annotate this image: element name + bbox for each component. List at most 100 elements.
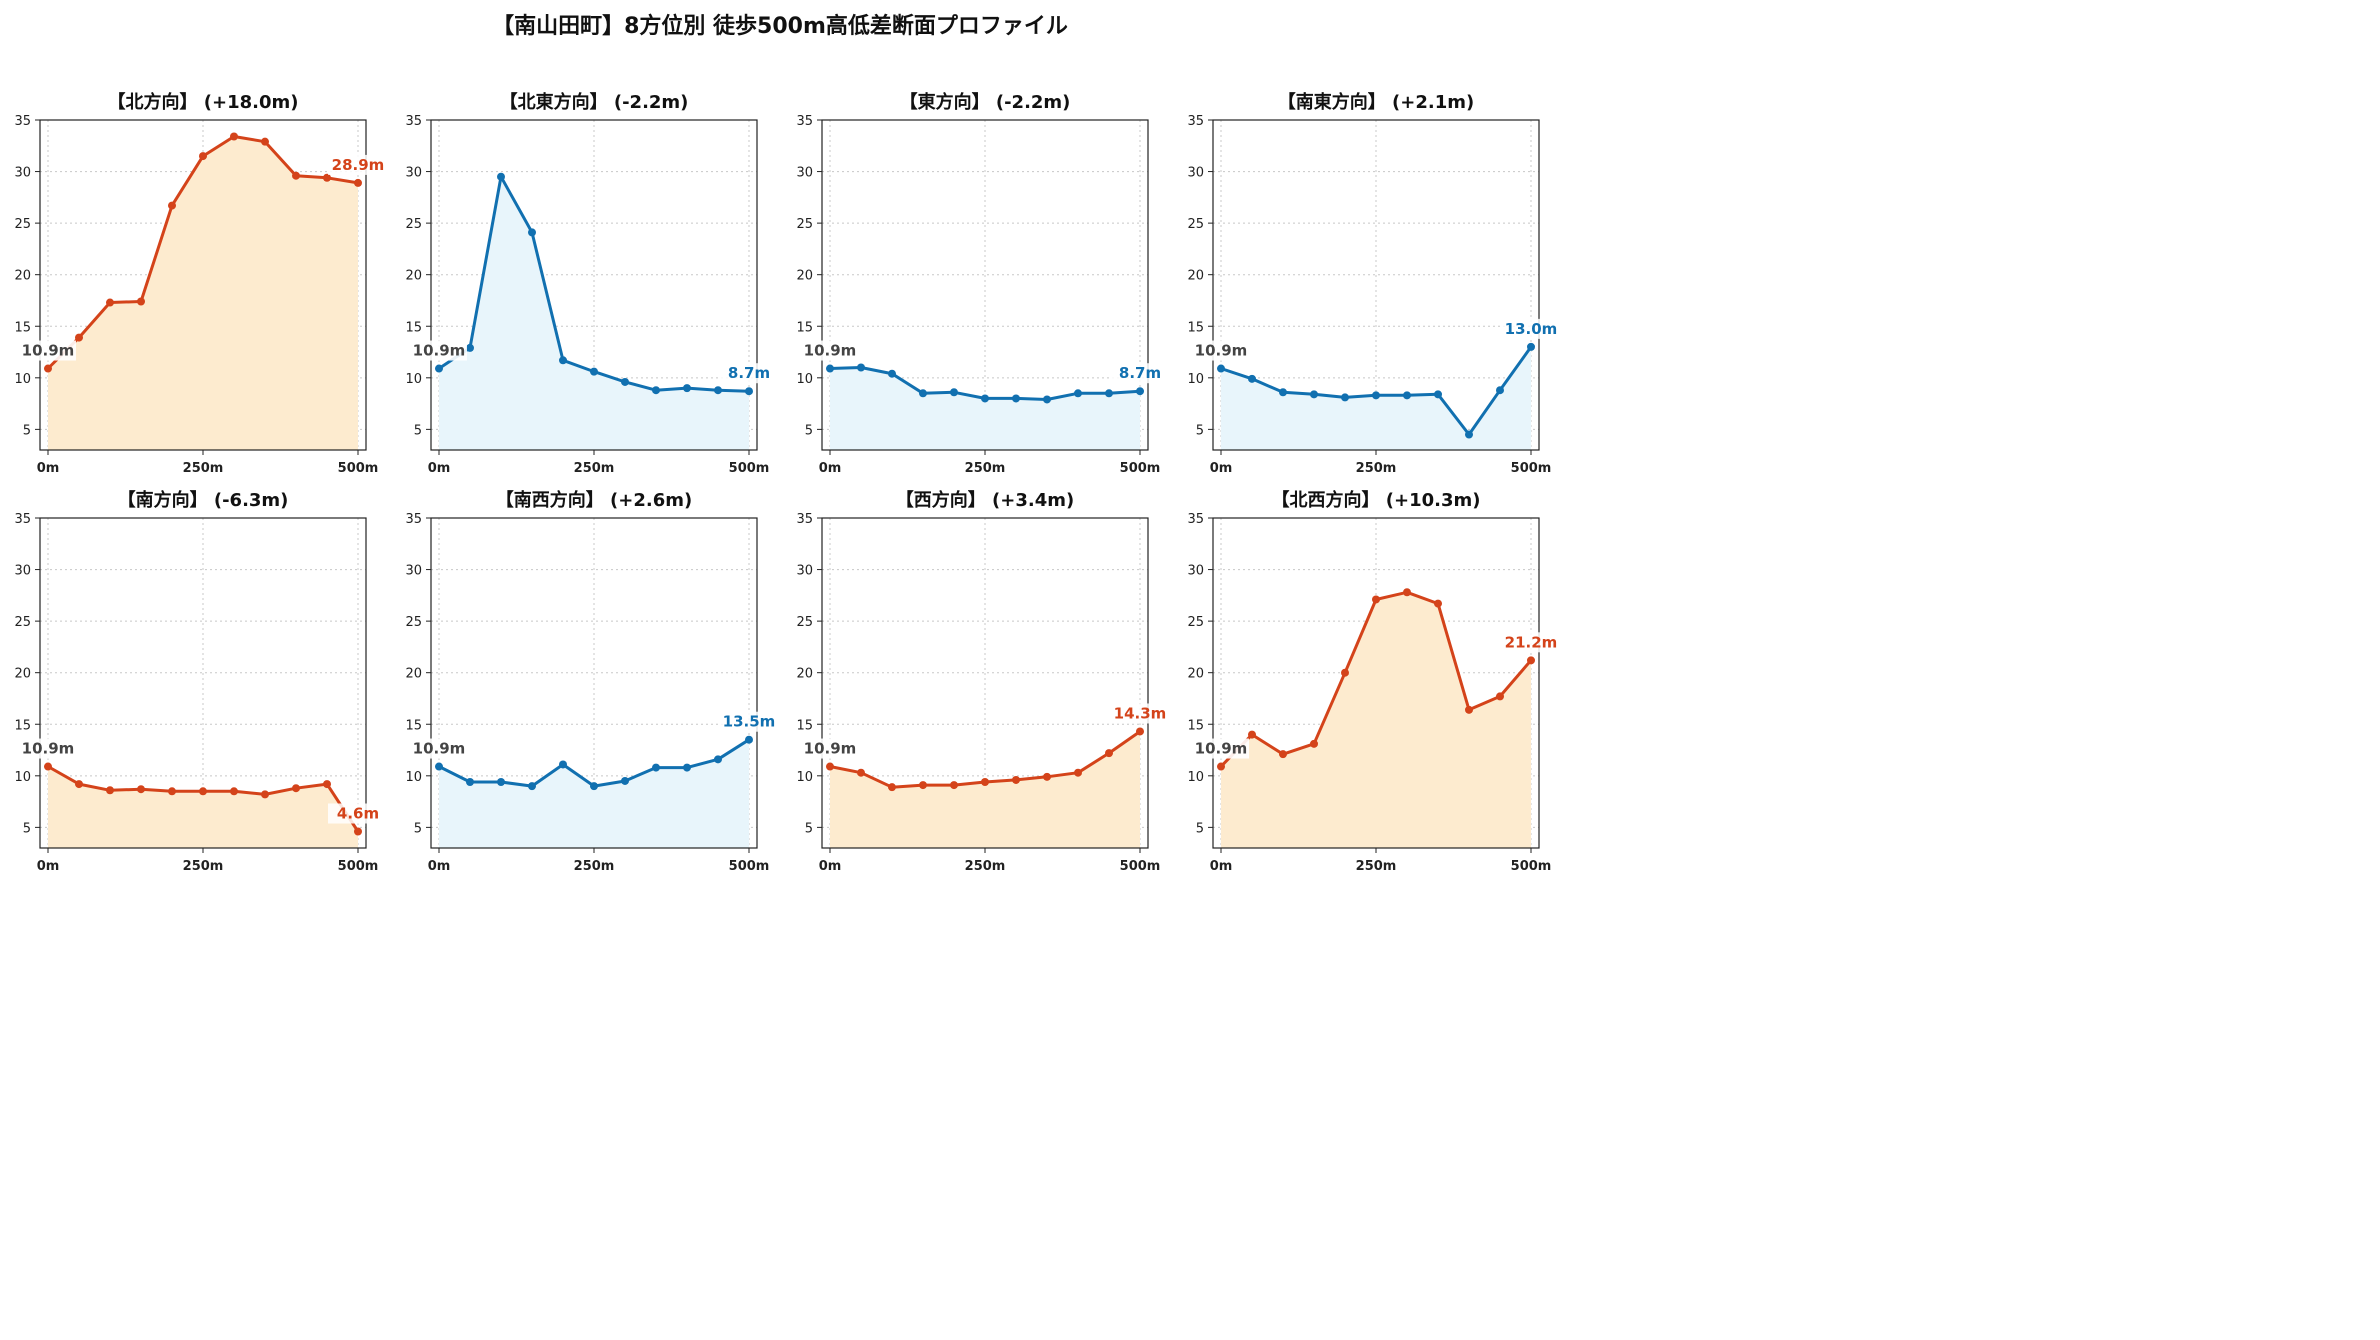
start-label-bg [1193,340,1249,361]
data-point [323,780,331,789]
y-tick-label: 30 [14,564,31,579]
data-point [1074,768,1082,777]
panel: 5 10 15 20 25 30 35 0m 250m 500m 【南西方向】 (+2.6m) 10.… [405,489,779,874]
panel: 5 10 15 20 25 30 35 0m 250m 500m 【北西方向】 (+10.3m) 10… [1187,489,1561,874]
end-value-label: 13.0m [1505,320,1558,338]
panel-title: 【北方向】 (+18.0m) [108,91,299,113]
data-point [230,787,238,796]
data-point [1136,387,1144,396]
panel: 5 10 15 20 25 30 35 0m 250m 500m 【北方向】 (+18.0m) 10.… [14,91,388,476]
y-tick-label: 25 [796,615,813,630]
data-point [1310,390,1318,399]
data-point [857,363,865,372]
end-value-label: 13.5m [723,713,776,731]
panel: 5 10 15 20 25 30 35 0m 250m 500m 【南方向】 (-6.3m) 10.9… [14,489,388,874]
data-point [826,762,834,771]
y-tick-label: 30 [796,166,813,181]
start-label-bg [20,738,76,759]
data-point [137,297,145,306]
data-point [435,762,443,771]
data-point [528,228,536,237]
y-tick-label: 10 [405,372,422,387]
x-tick-label: 250m [183,461,224,476]
y-tick-label: 5 [1196,423,1204,438]
data-point [714,755,722,764]
x-tick-label: 0m [428,461,451,476]
y-tick-label: 35 [796,114,813,129]
y-tick-label: 15 [1187,320,1204,335]
data-point [1403,588,1411,597]
data-point [435,364,443,373]
y-tick-label: 5 [23,423,31,438]
y-tick-label: 5 [414,821,422,836]
data-point [826,364,834,373]
data-point [652,763,660,772]
x-tick-label: 250m [1356,859,1397,874]
data-point [1341,668,1349,677]
data-point [199,152,207,161]
y-tick-label: 30 [14,166,31,181]
x-tick-label: 0m [428,859,451,874]
end-label-bg [1501,318,1561,339]
data-point [857,768,865,777]
end-label-bg [719,363,779,384]
data-point [1043,395,1051,404]
panel-title: 【南方向】 (-6.3m) [118,489,289,511]
data-point [1434,599,1442,608]
start-label-bg [802,738,858,759]
y-tick-label: 20 [14,667,31,682]
y-tick-label: 10 [1187,770,1204,785]
data-point [44,762,52,771]
data-point [1372,391,1380,400]
data-point [1527,656,1535,665]
data-point [230,132,238,141]
y-tick-label: 10 [14,372,31,387]
data-point [559,356,567,365]
y-tick-label: 30 [796,564,813,579]
end-value-label: 21.2m [1505,633,1558,651]
y-tick-label: 25 [14,615,31,630]
y-tick-label: 20 [796,269,813,284]
data-point [1403,391,1411,400]
x-tick-label: 500m [729,461,770,476]
data-point [106,786,114,795]
data-point [75,333,83,342]
y-tick-label: 10 [1187,372,1204,387]
data-point [1465,430,1473,439]
y-tick-label: 5 [414,423,422,438]
data-point [528,782,536,791]
x-tick-label: 500m [1511,461,1552,476]
data-point [168,201,176,210]
y-tick-label: 25 [1187,217,1204,232]
y-tick-label: 10 [796,770,813,785]
end-value-label: 14.3m [1114,704,1167,722]
y-tick-label: 20 [796,667,813,682]
y-tick-label: 20 [1187,269,1204,284]
data-point [981,778,989,786]
panel-title: 【北西方向】 (+10.3m) [1272,489,1481,511]
data-point [1465,705,1473,714]
y-tick-label: 5 [23,821,31,836]
data-point [497,172,505,181]
y-tick-label: 30 [405,166,422,181]
data-point [261,137,269,146]
data-point [354,178,362,187]
y-tick-label: 35 [796,512,813,527]
data-point [1105,389,1113,398]
data-point [981,394,989,403]
data-point [497,778,505,786]
data-point [354,827,362,836]
end-label-bg [328,154,388,175]
y-tick-label: 10 [14,770,31,785]
x-tick-label: 500m [1120,859,1161,874]
y-tick-label: 35 [1187,512,1204,527]
y-tick-label: 15 [405,718,422,733]
x-tick-label: 500m [338,859,379,874]
area-fill [830,367,1140,450]
y-tick-label: 5 [805,423,813,438]
data-point [1043,772,1051,781]
data-point [1012,394,1020,403]
data-point [1012,775,1020,784]
x-tick-label: 500m [1120,461,1161,476]
